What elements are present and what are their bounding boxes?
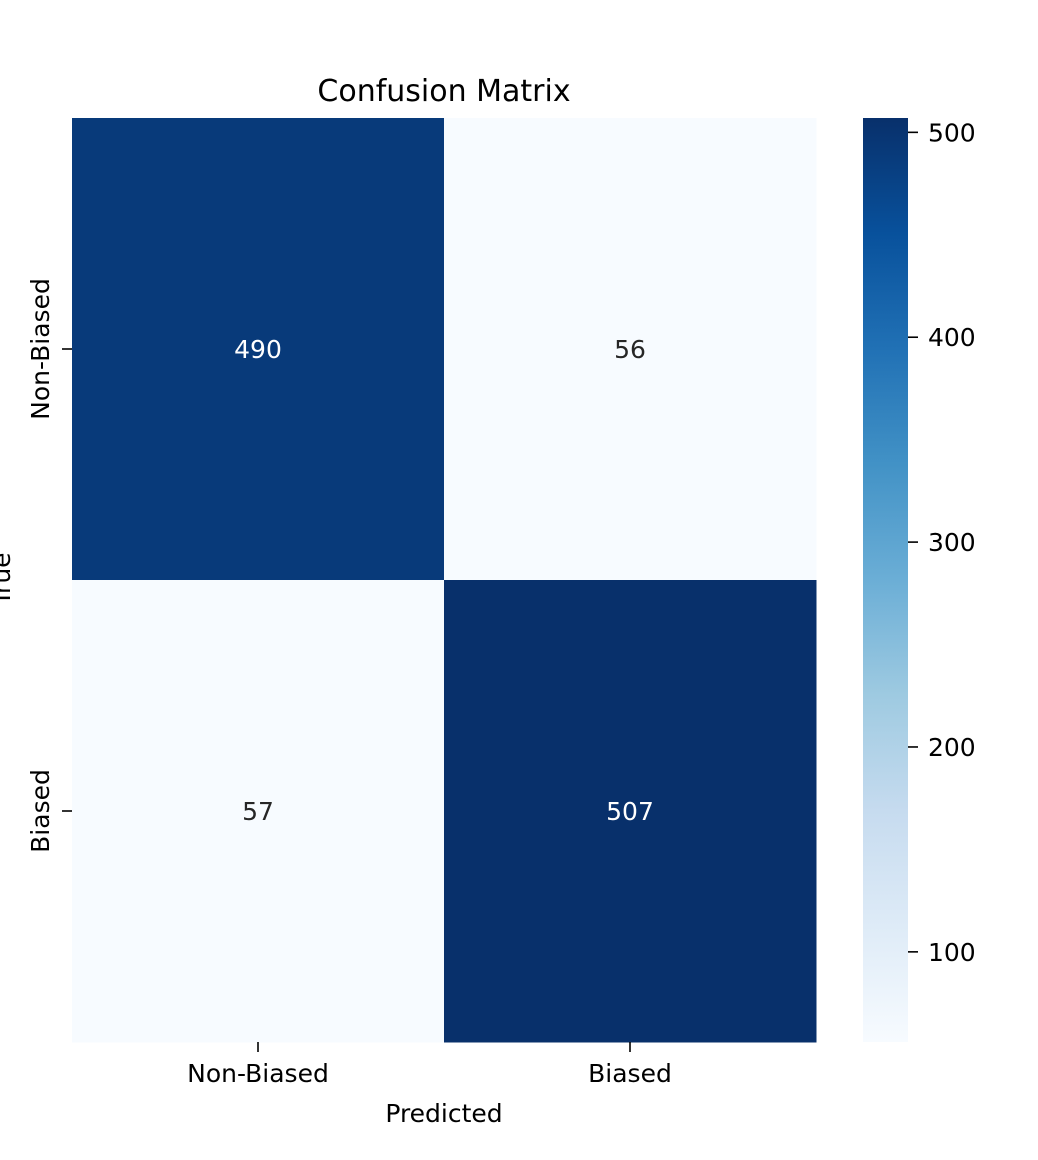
cell-annotations: 490 56 57 507	[234, 335, 654, 826]
chart-title: Confusion Matrix	[317, 74, 570, 109]
cell-value: 56	[614, 335, 646, 364]
heatmap-cell	[444, 118, 817, 581]
colorbar	[863, 118, 908, 1042]
x-tick-label: Non-Biased	[187, 1059, 329, 1088]
colorbar-tick-label: 200	[928, 733, 976, 762]
x-tick-label: Biased	[588, 1059, 672, 1088]
heatmap-cell	[72, 118, 445, 581]
cell-value: 507	[606, 797, 654, 826]
colorbar-ticks: 100 200 300 400 500	[908, 118, 976, 967]
x-axis: Non-Biased Biased	[187, 1042, 672, 1088]
colorbar-tick-label: 100	[928, 938, 976, 967]
y-axis: Non-Biased Biased	[26, 278, 72, 853]
cell-value: 57	[242, 797, 274, 826]
heatmap-cell	[444, 580, 817, 1043]
heatmap-cell	[72, 580, 445, 1043]
cell-value: 490	[234, 335, 282, 364]
colorbar-tick-label: 300	[928, 528, 976, 557]
colorbar-tick-label: 400	[928, 323, 976, 352]
colorbar-tick-label: 500	[928, 118, 976, 147]
heatmap-cells	[72, 118, 817, 1043]
y-tick-label: Biased	[26, 769, 55, 853]
x-axis-label: Predicted	[385, 1099, 502, 1128]
y-tick-label: Non-Biased	[26, 278, 55, 420]
y-axis-label: True	[0, 552, 16, 606]
